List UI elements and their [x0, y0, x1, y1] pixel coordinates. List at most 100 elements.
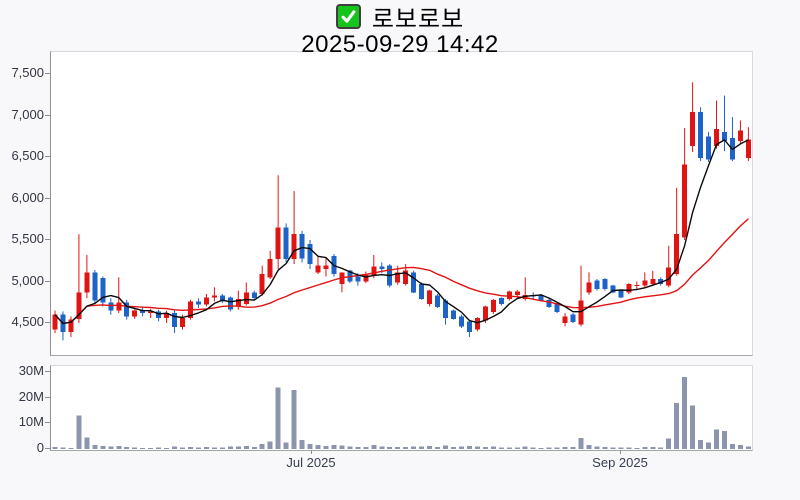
volume-bar — [522, 446, 528, 449]
candle-body — [299, 234, 305, 259]
candle-body — [379, 266, 385, 270]
price-tick-label: 6,500 — [11, 148, 44, 163]
volume-bar — [76, 415, 82, 449]
candle-body — [650, 279, 656, 284]
volume-tick-label: 10M — [18, 414, 44, 430]
axis-tick — [311, 450, 312, 454]
candle-body — [443, 300, 449, 319]
volume-bar — [586, 444, 592, 449]
chart-header: 로보로보 2025-09-29 14:42 — [0, 3, 800, 59]
volume-bar — [323, 445, 329, 449]
candle-body — [498, 298, 504, 304]
volume-bar — [498, 447, 504, 449]
candle-body — [371, 266, 377, 275]
volume-bar — [275, 387, 281, 449]
candle-body — [506, 291, 512, 299]
volume-bar — [554, 447, 560, 449]
axis-tick — [620, 450, 621, 454]
price-chart-panel — [50, 51, 753, 356]
candle-body — [435, 295, 441, 308]
volume-bar — [666, 438, 672, 449]
candlestick-chart — [52, 82, 751, 341]
axis-tick — [45, 370, 50, 372]
volume-bar — [251, 446, 257, 449]
volume-bar — [180, 447, 186, 449]
candle-body — [227, 297, 233, 310]
candle-body — [466, 321, 472, 333]
candle-body — [211, 295, 217, 298]
candle-body — [76, 292, 82, 319]
candle-body — [156, 311, 162, 319]
candle-body — [108, 302, 114, 311]
volume-bar — [60, 447, 66, 449]
volume-bar — [650, 446, 656, 449]
volume-bar — [458, 446, 464, 449]
candle-body — [737, 130, 743, 142]
axis-tick — [45, 448, 50, 449]
candle-body — [602, 279, 608, 289]
stock-checkbox[interactable] — [335, 3, 361, 29]
volume-bar — [427, 446, 433, 449]
volume-bar — [172, 446, 178, 449]
volume-bar — [419, 446, 425, 449]
volume-bar — [164, 447, 170, 449]
candle-body — [148, 311, 154, 314]
candle-body — [363, 274, 369, 282]
volume-bar — [124, 446, 130, 449]
candle-body — [355, 276, 361, 282]
volume-bar — [195, 447, 201, 449]
volume-bar — [690, 405, 696, 449]
volume-bar — [411, 446, 417, 449]
volume-bar — [235, 446, 241, 449]
volume-bar — [283, 442, 289, 449]
volume-bar — [538, 447, 544, 449]
volume-bar — [451, 447, 456, 449]
volume-bar — [546, 447, 552, 449]
volume-bar — [92, 444, 98, 449]
volume-bar — [108, 446, 114, 449]
candle-body — [323, 265, 329, 270]
candle-body — [251, 292, 257, 299]
volume-bar — [156, 447, 162, 449]
volume-tick-label: 0 — [36, 440, 44, 455]
candle-body — [92, 272, 98, 301]
volume-bar — [395, 447, 401, 449]
volume-bar — [148, 447, 154, 449]
volume-bar — [626, 447, 632, 449]
candle-body — [490, 299, 496, 313]
volume-bar — [203, 446, 209, 449]
volume-bar — [387, 446, 393, 449]
volume-bar — [52, 446, 58, 449]
candle-body — [267, 259, 273, 278]
volume-bar — [100, 446, 106, 449]
candle-body — [538, 294, 544, 301]
candle-body — [634, 284, 640, 286]
volume-bar — [363, 447, 369, 449]
axis-tick — [45, 156, 50, 157]
volume-bar — [140, 447, 146, 449]
candle-body — [451, 310, 456, 319]
volume-bar — [315, 445, 321, 449]
axis-tick — [45, 280, 50, 282]
candle-body — [275, 227, 281, 260]
candle-body — [570, 314, 576, 323]
candle-body — [243, 292, 249, 304]
volume-bar — [490, 446, 496, 449]
candle-body — [690, 112, 696, 147]
volume-bar — [745, 446, 751, 449]
axis-tick — [45, 197, 50, 199]
candle-body — [482, 306, 488, 321]
volume-bar — [474, 446, 480, 449]
candle-body — [419, 283, 425, 299]
candle-body — [259, 274, 265, 294]
candle-body — [714, 128, 720, 147]
price-tick-label: 7,000 — [11, 106, 44, 122]
candle-body — [658, 279, 664, 284]
volume-bar — [482, 446, 488, 449]
volume-bar — [307, 443, 313, 449]
volume-bar — [634, 447, 640, 449]
price-tick-label: 5,000 — [11, 272, 44, 288]
volume-bar — [68, 447, 74, 449]
time-tick-label: Jul 2025 — [286, 455, 336, 470]
candle-body — [642, 280, 648, 286]
